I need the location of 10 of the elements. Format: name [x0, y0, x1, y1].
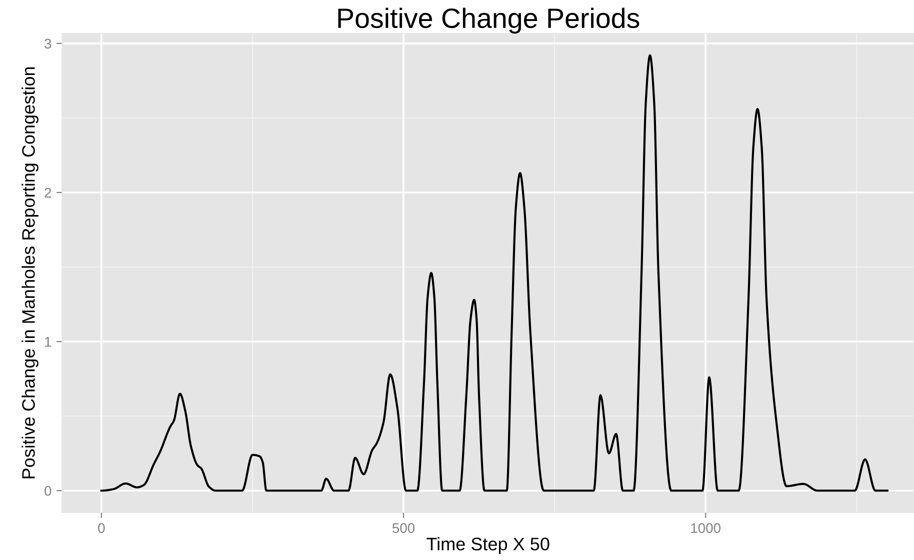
- y-tick-label: 1: [45, 337, 52, 347]
- y-tick-label: 3: [44, 38, 52, 49]
- y-axis-title: Positive Change in Manholes Reporting Congestion: [22, 67, 38, 478]
- x-tick-label: 0: [98, 523, 105, 534]
- y-tick-label: 2: [44, 188, 52, 198]
- x-tick-label: 1000: [691, 523, 720, 534]
- chart-title: Positive Change Periods: [338, 8, 640, 34]
- x-tick-label: 500: [392, 523, 415, 534]
- x-axis-title: Time Step X 50: [426, 537, 550, 554]
- y-tick-label: 0: [44, 486, 52, 496]
